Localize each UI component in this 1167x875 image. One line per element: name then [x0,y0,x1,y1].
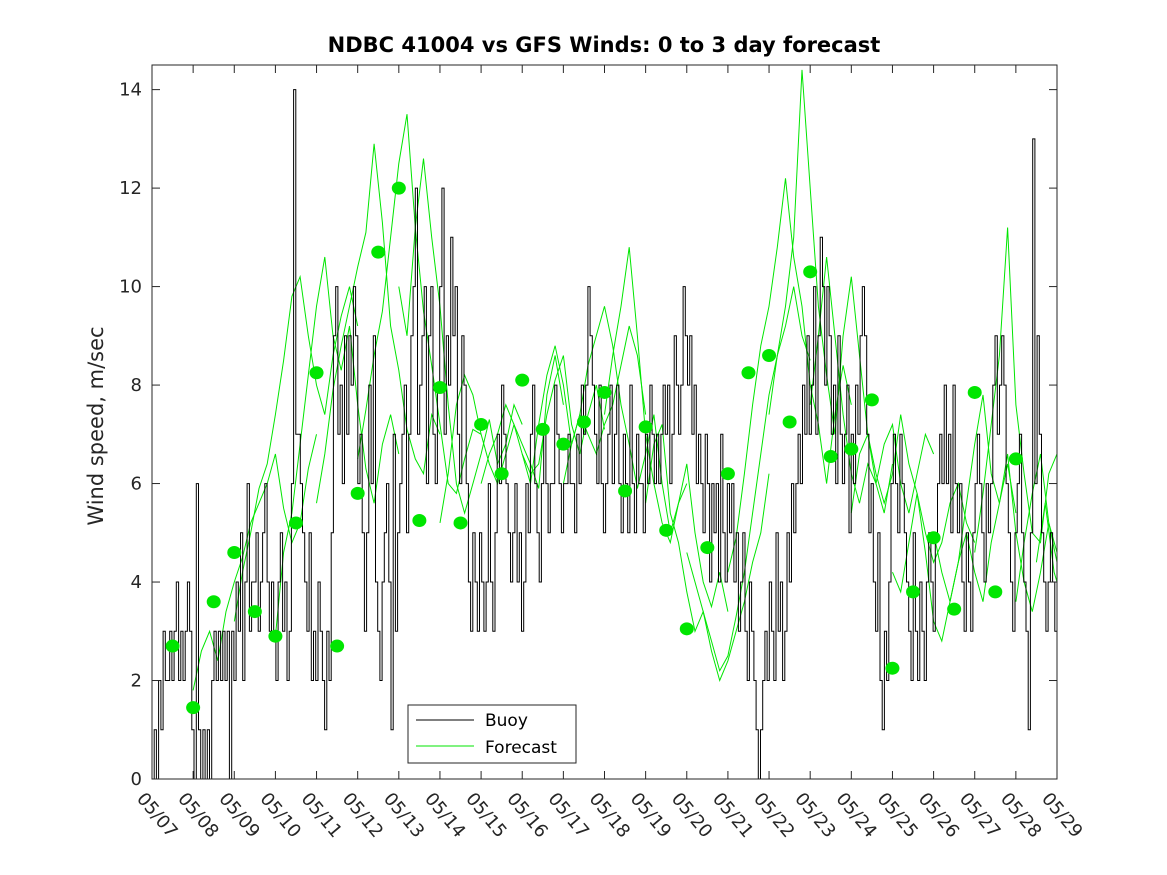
x-tick-label: 05/21 [708,789,757,842]
forecast-point-marker [268,629,283,643]
forecast-point-marker [988,585,1003,599]
forecast-run-line [192,434,317,691]
forecast-run-line [809,256,935,514]
x-tick-label: 05/20 [667,789,716,842]
x-tick-label: 05/13 [379,789,428,842]
forecast-run-line [727,178,852,573]
x-tick-label: 05/08 [173,789,222,842]
forecast-point-marker [762,349,777,363]
forecast-point-marker [947,602,962,616]
chart-title: NDBC 41004 vs GFS Winds: 0 to 3 day fore… [328,33,881,57]
x-tick-label: 05/27 [955,789,1004,842]
forecast-point-marker [350,486,365,500]
forecast-point-marker [700,541,715,555]
forecast-point-marker [720,467,735,481]
x-tick-label: 05/29 [1037,789,1086,842]
forecast-point-marker [330,639,345,653]
forecast-run-line [316,143,441,504]
forecast-point-marker [741,366,756,380]
x-tick-label: 05/09 [214,789,263,842]
forecast-point-marker [659,523,674,537]
legend-buoy-label: Buoy [485,711,528,731]
forecast-point-marker [576,415,591,429]
y-tick-label: 0 [131,769,142,790]
forecast-point-marker [186,701,201,715]
forecast-point-marker [412,513,427,527]
forecast-point-marker [597,385,612,399]
y-axis-label: Wind speed, m/sec [84,326,108,525]
forecast-point-marker [288,516,303,530]
forecast-point-marker [1008,452,1023,466]
y-tick-label: 8 [131,375,142,396]
forecast-point-marker [906,585,921,599]
forecast-point-marker [823,449,838,463]
x-tick-label: 05/15 [461,789,510,842]
x-tick-label: 05/28 [996,789,1045,842]
plot-frame [151,64,1058,780]
forecast-run-line [974,227,1057,553]
forecast-point-marker [967,385,982,399]
y-tick-label: 14 [119,80,142,101]
forecast-point-marker [206,595,221,609]
forecast-point-marker [679,622,694,636]
x-tick-label: 05/07 [132,789,181,842]
y-tick-label: 12 [119,178,142,199]
forecast-point-marker [474,417,489,431]
forecast-run-line [933,394,1057,612]
forecast-point-marker [309,366,324,380]
forecast-point-marker [885,661,900,675]
x-tick-label: 05/14 [420,789,469,842]
forecast-point-marker [371,245,386,259]
y-tick-label: 4 [131,572,142,593]
forecast-point-marker [803,265,818,279]
x-tick-label: 05/18 [585,789,634,842]
x-axis: 05/0705/0805/0905/1005/1105/1205/1305/14… [132,65,1087,842]
x-tick-label: 05/19 [626,789,675,842]
y-axis: 0 2 4 6 8 10 12 14 [119,80,1057,790]
x-tick-label: 05/25 [873,789,922,842]
x-tick-label: 05/26 [914,789,963,842]
forecast-point-marker [494,467,509,481]
forecast-point-marker [844,442,859,456]
forecast-point-marker [453,516,468,530]
forecast-point-marker [782,415,797,429]
marker-layer [165,181,1023,715]
forecast-point-marker [391,181,406,195]
buoy-series-line [152,89,1057,779]
forecast-point-marker [535,422,550,436]
forecast-run-line [768,69,893,514]
legend-box [407,704,577,764]
forecast-point-marker [227,545,242,559]
x-tick-label: 05/23 [790,789,839,842]
forecast-point-marker [638,420,653,434]
series-layer [152,69,1057,779]
legend: Buoy Forecast [407,704,577,764]
forecast-point-marker [165,639,180,653]
x-tick-label: 05/16 [502,789,551,842]
forecast-run-line [645,424,770,683]
y-tick-label: 6 [131,474,142,495]
x-tick-label: 05/24 [831,789,880,842]
forecast-point-marker [432,381,447,395]
forecast-run-line [686,286,811,673]
forecast-point-marker [515,373,530,387]
forecast-run-line [1015,453,1057,602]
forecast-point-marker [556,437,571,451]
y-tick-label: 2 [131,671,142,692]
forecast-point-marker [926,531,941,545]
y-tick-label: 10 [119,277,142,298]
x-tick-label: 05/11 [297,789,346,842]
forecast-point-marker [247,605,262,619]
forecast-point-marker [864,393,879,407]
x-tick-label: 05/22 [749,789,798,842]
x-tick-label: 05/17 [544,789,593,842]
forecast-point-marker [618,484,633,498]
forecast-run-line [357,114,482,495]
x-tick-label: 05/12 [338,789,387,842]
legend-forecast-label: Forecast [485,738,557,758]
forecast-run-line [274,256,400,637]
forecast-run-line [850,414,976,564]
x-tick-label: 05/10 [256,789,305,842]
